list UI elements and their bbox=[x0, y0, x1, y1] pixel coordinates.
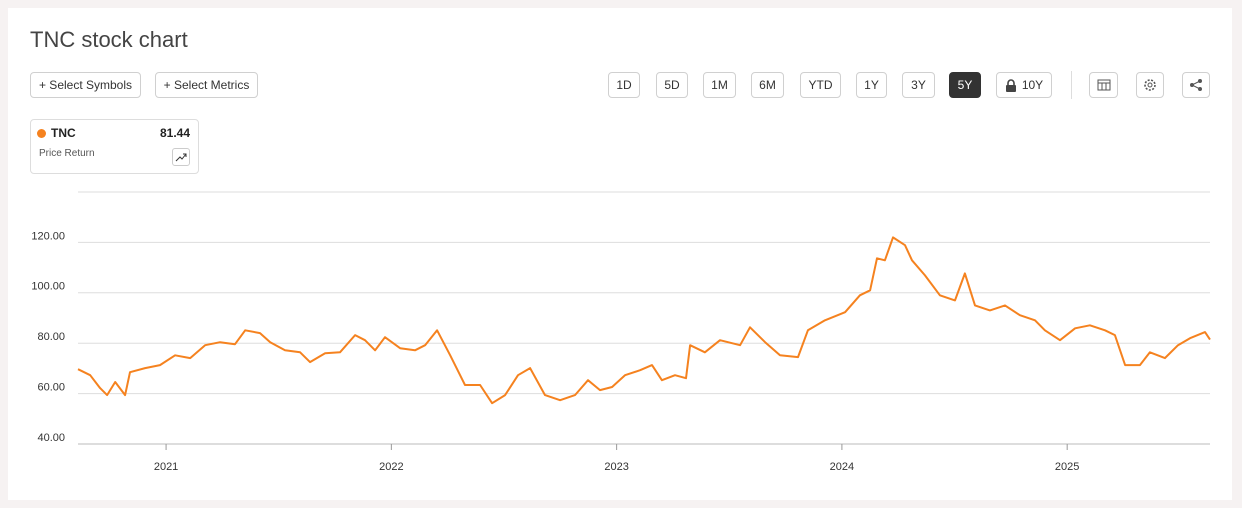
share-button[interactable] bbox=[1182, 72, 1210, 98]
separator bbox=[1071, 71, 1072, 99]
y-tick-label: 80.00 bbox=[37, 331, 65, 343]
range-button[interactable]: 3Y bbox=[902, 72, 935, 98]
range-button[interactable]: 1Y bbox=[856, 72, 887, 98]
y-tick-label: 100.00 bbox=[31, 281, 65, 293]
legend-symbol: TNC bbox=[51, 126, 76, 140]
legend-card[interactable]: TNC 81.44 Price Return bbox=[30, 119, 199, 174]
select-metrics[interactable]: + Select Metrics bbox=[155, 72, 258, 98]
gear-icon bbox=[1144, 79, 1156, 91]
legend-metric: Price Return bbox=[39, 148, 95, 159]
range-label: 10Y bbox=[1021, 78, 1044, 92]
range-label: YTD bbox=[808, 78, 833, 92]
y-tick-label: 120.00 bbox=[31, 230, 65, 242]
x-tick-label: 2025 bbox=[1055, 461, 1079, 473]
x-tick-label: 2022 bbox=[379, 461, 403, 473]
range-button[interactable]: 5Y bbox=[949, 72, 981, 98]
legend-dot bbox=[37, 129, 46, 138]
trend-icon bbox=[175, 153, 187, 162]
price-line bbox=[77, 236, 1211, 405]
table-icon bbox=[1097, 79, 1110, 91]
lock-icon bbox=[1005, 78, 1016, 92]
y-tick-label: 40.00 bbox=[37, 432, 65, 444]
legend-value: 81.44 bbox=[159, 126, 190, 140]
range-button[interactable]: YTD bbox=[800, 72, 841, 98]
share-icon bbox=[1190, 79, 1202, 91]
settings-button[interactable] bbox=[1136, 72, 1164, 98]
x-tick-label: 2023 bbox=[604, 461, 628, 473]
range-label: 1M bbox=[711, 78, 728, 92]
chart: 40.00 60.00 80.00 100.00 120.00 2021 2022 2023 2… bbox=[31, 191, 1211, 473]
range-label: 1D bbox=[616, 78, 632, 92]
range-label: 6M bbox=[759, 78, 776, 92]
x-tick-label: 2021 bbox=[154, 461, 178, 473]
range-button[interactable]: 10Y bbox=[996, 72, 1052, 98]
range-label: 1Y bbox=[864, 78, 879, 92]
range-label: 5Y bbox=[957, 78, 973, 92]
range-button[interactable]: 6M bbox=[751, 72, 784, 98]
range-button[interactable]: 5D bbox=[656, 72, 688, 98]
table-button[interactable] bbox=[1089, 72, 1118, 98]
range-label: 5D bbox=[664, 78, 680, 92]
range-button[interactable]: 1M bbox=[703, 72, 736, 98]
trend-button[interactable] bbox=[172, 148, 190, 166]
x-tick-label: 2024 bbox=[830, 461, 854, 473]
y-tick-label: 60.00 bbox=[37, 382, 65, 394]
range-label: 3Y bbox=[911, 78, 926, 92]
title: TNC stock chart bbox=[30, 27, 188, 52]
select-symbols[interactable]: + Select Symbols bbox=[30, 72, 141, 98]
range-button[interactable]: 1D bbox=[608, 72, 640, 98]
